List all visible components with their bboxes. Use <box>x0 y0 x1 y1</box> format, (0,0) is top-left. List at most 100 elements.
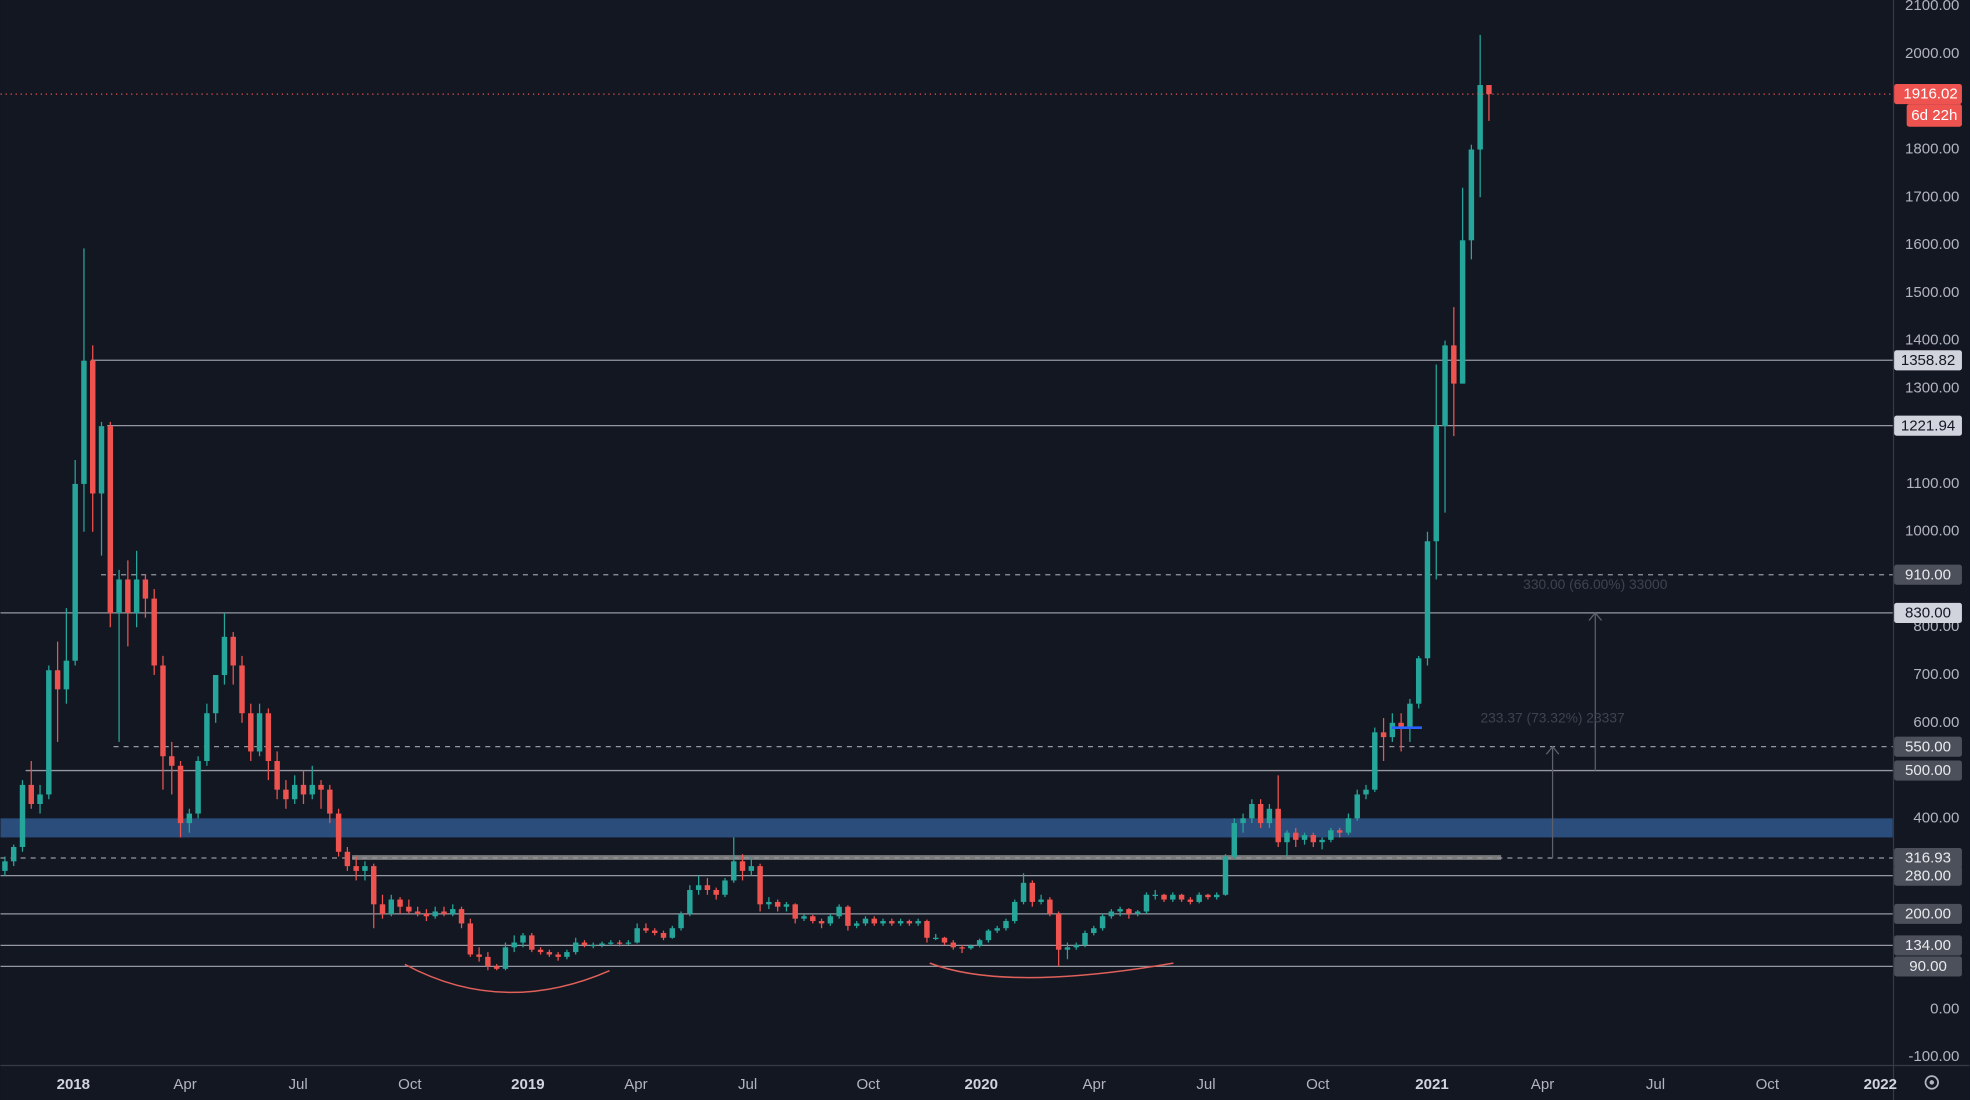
x-tick-label: 2018 <box>57 1076 90 1093</box>
candle-body <box>423 913 430 917</box>
candle-body <box>502 947 509 969</box>
candle-body <box>520 935 526 943</box>
candle-body <box>608 942 614 944</box>
candle-body <box>968 945 974 949</box>
candle-body <box>1108 911 1115 917</box>
settings-icon[interactable] <box>1924 1075 1939 1090</box>
candle-body <box>616 942 623 944</box>
candle-body <box>1240 818 1246 824</box>
candle-body <box>748 866 755 871</box>
candle-body <box>160 665 166 757</box>
candle-body <box>204 713 210 762</box>
candle-body <box>1064 947 1071 950</box>
candle-body <box>265 713 272 762</box>
candle-body <box>722 880 728 895</box>
candle-body <box>687 889 693 914</box>
y-tick-label: 1400.00 <box>1905 332 1959 349</box>
y-tick-label: 2100.00 <box>1905 0 1959 14</box>
candle-body <box>1407 703 1413 728</box>
x-tick-label: Oct <box>1756 1076 1780 1093</box>
candle-body <box>836 906 842 917</box>
candle-body <box>1415 658 1422 704</box>
candle-body <box>1152 894 1158 897</box>
candle-body <box>133 579 140 613</box>
candle-body <box>1486 85 1492 95</box>
y-tick-label: 2000.00 <box>1905 45 1959 62</box>
candle-body <box>28 784 34 805</box>
candle-body <box>1126 909 1132 914</box>
candle-body <box>1196 894 1202 902</box>
candle-body <box>985 930 992 941</box>
x-tick-label: Apr <box>624 1076 647 1093</box>
candle-body <box>1424 541 1431 659</box>
candle-body <box>327 789 333 814</box>
candle-body <box>1012 901 1018 922</box>
candle-body <box>19 784 26 847</box>
countdown: 6d 22h <box>1911 107 1957 124</box>
candle-body <box>801 916 807 919</box>
candle-body <box>1301 835 1308 840</box>
candle-body <box>529 935 535 950</box>
countdown-box <box>1906 104 1962 127</box>
candle-body <box>1433 426 1439 542</box>
level-label: 134.00 <box>1905 937 1951 954</box>
candle-body <box>467 923 474 955</box>
candle-body <box>774 901 781 907</box>
candle-body <box>1389 722 1396 738</box>
candle-body <box>1468 149 1475 241</box>
candle-body <box>476 954 482 957</box>
candle-body <box>1047 899 1053 914</box>
candle-body <box>72 483 78 661</box>
candle-body <box>1372 732 1378 790</box>
candle-body <box>1319 839 1325 843</box>
y-tick-label: 1100.00 <box>1906 475 1959 492</box>
candle-body <box>810 916 816 922</box>
gear[interactable] <box>1924 1075 1939 1090</box>
candle-body <box>54 670 61 690</box>
candle-body <box>485 956 491 967</box>
candle-body <box>564 952 570 957</box>
level-label-box <box>1894 903 1962 924</box>
candle-body <box>1275 808 1281 843</box>
candle-body <box>1345 818 1352 833</box>
candle-body <box>379 904 386 914</box>
candle-body <box>98 426 105 494</box>
candle-body <box>81 360 87 484</box>
candle-body <box>1038 899 1044 902</box>
candle-body <box>125 579 131 613</box>
candle-body <box>994 928 1000 931</box>
candle-body <box>397 899 403 907</box>
x-tick-label: Oct <box>856 1076 880 1093</box>
candle-body <box>880 921 886 924</box>
x-tick-label: Oct <box>1306 1076 1330 1093</box>
level-label: 830.00 <box>1905 605 1951 622</box>
candle-body <box>353 866 359 871</box>
candle-body <box>195 761 201 814</box>
candle-body <box>599 943 605 945</box>
candle-body <box>300 784 307 795</box>
candle-body <box>414 911 421 914</box>
x-tick-label: 2021 <box>1415 1076 1448 1093</box>
candle-body <box>169 756 175 766</box>
candle-body <box>248 713 254 752</box>
y-tick-label: 1600.00 <box>1905 236 1959 253</box>
measure-label: 233.37 (73.32%) 23337 <box>1480 710 1624 726</box>
level-label-box <box>1894 760 1962 781</box>
gear-center[interactable] <box>1929 1080 1935 1085</box>
candle-body <box>1266 808 1273 824</box>
candle-body <box>590 944 596 947</box>
candle-body <box>1187 899 1194 902</box>
candle-body <box>581 942 588 945</box>
candle-body <box>309 784 315 795</box>
candle-body <box>818 921 825 924</box>
candle-body <box>37 794 43 805</box>
level-label-box <box>1894 350 1962 371</box>
x-tick-label: Jul <box>738 1076 757 1093</box>
candle-body <box>537 949 544 953</box>
candle-body <box>511 942 517 948</box>
x-tick-label: Jul <box>288 1076 307 1093</box>
candle-body <box>1328 830 1334 840</box>
candle-body <box>1214 894 1220 898</box>
